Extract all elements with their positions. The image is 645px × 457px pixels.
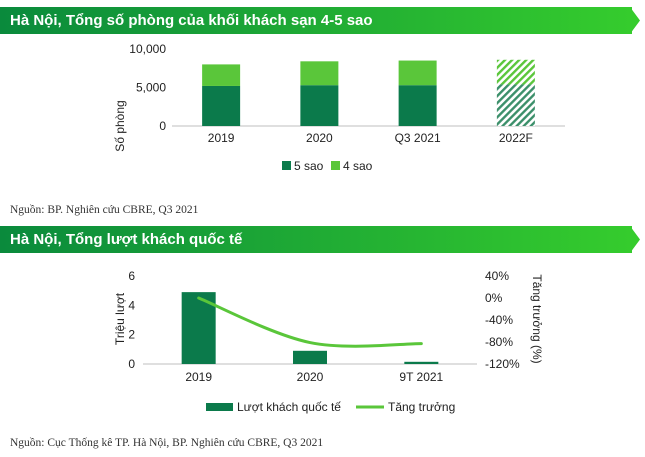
chart2-y-axis-label: Triệu lượt — [113, 292, 127, 345]
y2-tick-label: -120% — [485, 357, 520, 371]
x-tick-label: 2019 — [185, 370, 212, 384]
legend-label-growth: Tăng trưởng — [388, 400, 455, 414]
y-tick-label: 0 — [128, 357, 135, 371]
chart2-source: Nguồn: Cục Thống kê TP. Hà Nội, BP. Nghi… — [10, 437, 324, 449]
bar-5-sao-2020 — [300, 85, 339, 126]
bar-4-sao-2020 — [300, 61, 339, 86]
legend-swatch-5-sao — [282, 161, 291, 170]
y-tick-label: 4 — [128, 298, 135, 312]
chart2-banner: Hà Nội, Tổng lượt khách quốc tế — [0, 226, 645, 253]
chart2-y2-axis-label: Tăng trưởng (%) — [530, 274, 544, 363]
legend-label-4-sao: 4 sao — [343, 159, 373, 173]
bar-5-sao-2019 — [202, 85, 241, 126]
chart2-legend: Lượt khách quốc tế Tăng trưởng — [206, 400, 455, 414]
legend-label-5-sao: 5 sao — [294, 159, 324, 173]
chart2-title: Hà Nội, Tổng lượt khách quốc tế — [10, 231, 243, 248]
y-tick-label: 5,000 — [136, 81, 166, 95]
y2-tick-label: 40% — [485, 269, 509, 283]
chart1-legend: 5 sao 4 sao — [282, 159, 373, 173]
x-tick-label: 2020 — [297, 370, 324, 384]
x-tick-label: 2022F — [499, 131, 533, 145]
chart1-room-supply: 0 5,000 10,000 2019 2020 Q3 2021 2022F Số phò… — [113, 42, 565, 173]
bar-visitors-9t-2021 — [404, 361, 439, 364]
x-tick-label: Q3 2021 — [395, 131, 441, 145]
bar-4-sao-q3-2021 — [398, 60, 437, 86]
bar-4-sao-2019 — [202, 64, 241, 86]
chart1-banner: Hà Nội, Tổng số phòng của khối khách sạn… — [0, 7, 645, 34]
y-tick-label: 0 — [159, 119, 166, 133]
y-tick-label: 10,000 — [129, 42, 166, 56]
legend-swatch-4-sao — [331, 161, 340, 170]
bar-5-sao-2022f — [496, 84, 535, 126]
y2-tick-label: -40% — [485, 313, 513, 327]
y-tick-label: 6 — [128, 269, 135, 283]
banner-background — [0, 7, 640, 34]
x-tick-label: 2020 — [306, 131, 333, 145]
legend-swatch-visitors — [206, 403, 233, 411]
x-tick-label: 2019 — [208, 131, 235, 145]
growth-line — [197, 296, 423, 348]
chart1-source: Nguồn: BP. Nghiên cứu CBRE, Q3 2021 — [10, 204, 199, 216]
y-tick-label: 2 — [128, 328, 135, 342]
bar-4-sao-2022f — [496, 59, 535, 85]
chart1-title: Hà Nội, Tổng số phòng của khối khách sạn… — [10, 12, 373, 29]
bar-visitors-2020 — [293, 350, 327, 364]
legend-label-visitors: Lượt khách quốc tế — [237, 400, 341, 414]
chart1-y-axis-label: Số phòng — [113, 100, 127, 151]
banner-background — [0, 226, 640, 253]
bar-5-sao-q3-2021 — [398, 85, 437, 126]
y2-tick-label: -80% — [485, 335, 513, 349]
y2-tick-label: 0% — [485, 291, 503, 305]
x-tick-label: 9T 2021 — [399, 370, 443, 384]
